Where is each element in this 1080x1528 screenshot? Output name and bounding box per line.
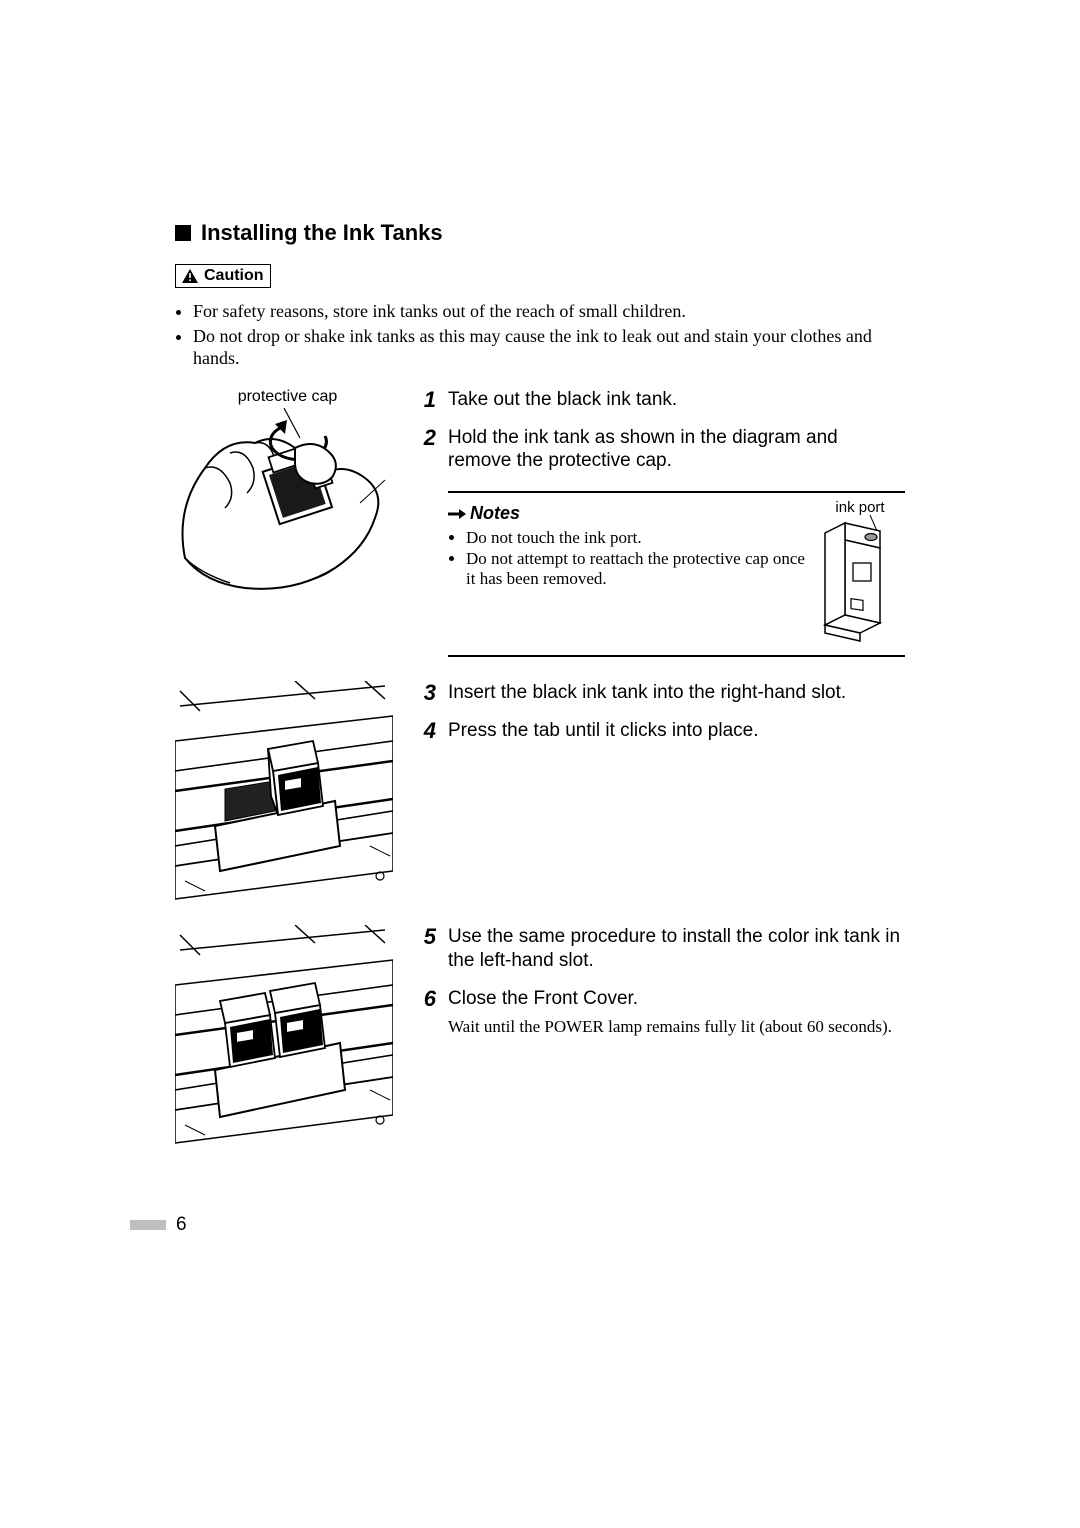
illustration-col [175,681,400,901]
heading-square-icon [175,225,191,241]
caution-list: For safety reasons, store ink tanks out … [175,300,905,370]
step-number: 6 [408,987,448,1038]
caution-label: Caution [204,267,264,285]
step-4: 4 Press the tab until it clicks into pla… [408,719,905,743]
content-row-3: 5 Use the same procedure to install the … [175,925,905,1145]
step-1: 1 Take out the black ink tank. [408,388,905,412]
caution-box: Caution [175,264,271,288]
notes-block: Notes Do not touch the ink port. Do not … [448,491,905,657]
step-6: 6 Close the Front Cover. Wait until the … [408,987,905,1038]
printer-insert-illustration [175,681,400,901]
step-number: 1 [408,388,448,412]
page-footer: 6 [130,1214,187,1236]
ink-port-label: ink port [815,499,905,516]
step-number: 5 [408,925,448,973]
notes-heading-text: Notes [470,503,520,524]
notes-list: Do not touch the ink port. Do not attemp… [448,528,805,589]
warning-icon [182,269,198,283]
step-text: Take out the black ink tank. [448,388,905,412]
printer-both-illustration [175,925,400,1145]
content-row-1: protective cap [175,388,905,658]
ink-port-diagram: ink port [815,503,905,643]
step-text: Use the same procedure to install the co… [448,925,905,973]
caution-item: For safety reasons, store ink tanks out … [193,300,905,323]
step-text: Insert the black ink tank into the right… [448,681,905,705]
protective-cap-label: protective cap [175,388,400,406]
illustration-col [175,925,400,1145]
illustration-col: protective cap [175,388,400,593]
manual-page: Installing the Ink Tanks Caution For saf… [0,0,1080,1528]
step-text: Press the tab until it clicks into place… [448,719,905,743]
notes-item: Do not touch the ink port. [466,528,805,548]
hand-illustration [175,408,400,593]
notes-left: Notes Do not touch the ink port. Do not … [448,503,815,589]
steps-col-3: 5 Use the same procedure to install the … [400,925,905,1052]
steps-col-2: 3 Insert the black ink tank into the rig… [400,681,905,757]
step-3: 3 Insert the black ink tank into the rig… [408,681,905,705]
notes-heading: Notes [448,503,805,524]
steps-col-1: 1 Take out the black ink tank. 2 Hold th… [400,388,905,658]
caution-item: Do not drop or shake ink tanks as this m… [193,325,905,370]
arrow-icon [448,509,466,519]
step-text: Close the Front Cover. [448,988,638,1009]
step-2: 2 Hold the ink tank as shown in the diag… [408,426,905,474]
section-heading: Installing the Ink Tanks [175,220,905,246]
content-row-2: 3 Insert the black ink tank into the rig… [175,681,905,901]
step-number: 2 [408,426,448,474]
step-text: Hold the ink tank as shown in the diagra… [448,426,905,474]
notes-item: Do not attempt to reattach the protectiv… [466,549,805,590]
page-number: 6 [176,1214,187,1236]
step-note: Wait until the POWER lamp remains fully … [448,1016,905,1037]
step-number: 4 [408,719,448,743]
footer-bar-icon [130,1220,166,1230]
step-body: Close the Front Cover. Wait until the PO… [448,987,905,1038]
step-5: 5 Use the same procedure to install the … [408,925,905,973]
step-number: 3 [408,681,448,705]
heading-text: Installing the Ink Tanks [201,220,443,246]
